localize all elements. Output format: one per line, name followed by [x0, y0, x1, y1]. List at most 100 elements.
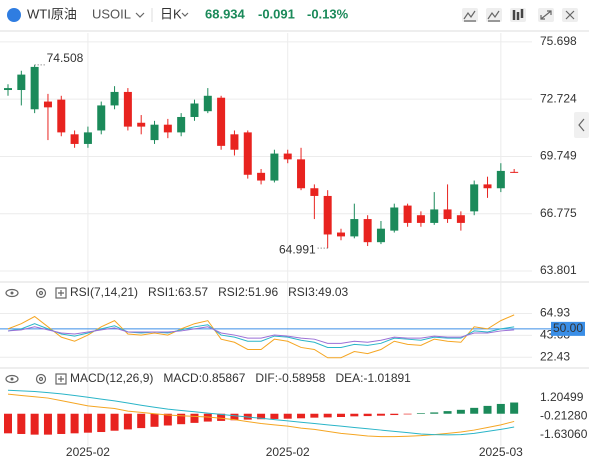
low-label: 64.991: [279, 242, 316, 256]
close-icon: [565, 10, 575, 20]
histogram-bar: [70, 413, 79, 434]
histogram-bar: [203, 413, 212, 422]
histogram-bar: [163, 413, 172, 426]
x-tick-label: 2025-03: [479, 445, 523, 459]
candle-body: [137, 122, 146, 127]
histogram-bar: [283, 413, 292, 419]
candle-body: [83, 132, 92, 144]
y-tick-label: 64.93: [540, 306, 570, 320]
histogram-bar: [470, 407, 479, 414]
candle-body: [337, 232, 345, 237]
candle-body: [350, 219, 359, 237]
y-tick-label: -1.63060: [540, 427, 588, 441]
candle-body: [403, 205, 412, 223]
candle-body: [30, 66, 39, 110]
histogram-bar: [376, 413, 385, 416]
histogram-bar: [230, 413, 239, 421]
macd-icons: [5, 373, 67, 385]
candle-body: [97, 105, 106, 131]
histogram-bar: [510, 402, 519, 414]
histogram-bar: [110, 413, 119, 431]
change: -0.091: [258, 6, 295, 21]
histogram-bar: [190, 413, 199, 423]
legend-entry: RSI3:49.03: [288, 285, 348, 299]
candle-body: [496, 170, 505, 189]
series-line: [7, 314, 515, 359]
series-line: [7, 389, 515, 436]
candle-body: [123, 91, 132, 127]
indicator-icon: [463, 10, 476, 22]
candle-body: [177, 116, 186, 133]
instrument-name: WTI原油: [27, 6, 77, 21]
legend-entry: RSI2:51.96: [218, 285, 278, 299]
side-toggle[interactable]: [574, 112, 589, 138]
histogram-bar: [177, 413, 186, 425]
candle-body: [283, 153, 292, 160]
candle-body: [456, 215, 465, 223]
logo: [7, 8, 21, 22]
reference-label-bg: [551, 321, 585, 336]
candle-body: [70, 134, 79, 144]
candle-body: [510, 171, 519, 173]
candle-body: [110, 91, 119, 106]
y-tick-label: 63.801: [540, 263, 577, 277]
y-tick-label: 66.775: [540, 206, 577, 220]
candle-body: [230, 134, 239, 150]
indicator-title: MACD(12,26,9): [70, 371, 153, 385]
legend-entry: MACD:0.85867: [163, 371, 245, 385]
side-toggle-icon: [578, 118, 585, 132]
y-tick-label: -0.21280: [540, 409, 588, 423]
histogram-bar: [83, 413, 92, 433]
histogram-bar: [43, 413, 52, 435]
high-label: 74.508: [47, 51, 84, 65]
histogram-bar: [297, 413, 306, 419]
histogram-bar: [17, 413, 26, 434]
x-tick-label: 2025-02: [266, 445, 310, 459]
histogram-bar: [416, 413, 425, 414]
y-tick-label: 72.724: [540, 91, 577, 105]
candle-body: [376, 228, 385, 243]
candle-body: [363, 219, 372, 243]
symbol-dropdown[interactable]: [135, 12, 145, 18]
period-dropdown[interactable]: [181, 12, 189, 17]
histogram-bar: [257, 413, 266, 420]
histogram-bar: [123, 413, 132, 430]
indicator-title: RSI(7,14,21): [70, 285, 138, 299]
histogram-bar: [4, 413, 12, 434]
histogram-bar: [443, 411, 452, 414]
histogram-bar: [430, 412, 439, 414]
series-line: [7, 326, 515, 344]
series-line: [7, 393, 515, 438]
candle-body: [483, 184, 492, 189]
histogram-bar: [97, 413, 106, 433]
symbol[interactable]: USOIL: [92, 6, 131, 21]
candle-body: [190, 103, 199, 117]
period[interactable]: 日K: [160, 6, 182, 21]
candle-body: [217, 97, 226, 146]
candle-body: [270, 153, 279, 181]
candle-body: [43, 101, 52, 108]
candle-body: [443, 209, 452, 220]
histogram-bar: [323, 413, 332, 418]
histogram-bar: [310, 413, 319, 418]
legend-entry: DEA:-1.01891: [335, 371, 411, 385]
candle-body: [4, 88, 12, 91]
y-tick-label: 1.20499: [540, 390, 584, 404]
legend-entry: RSI1:63.57: [148, 285, 208, 299]
y-tick-label: 69.749: [540, 149, 577, 163]
candle-icon: [512, 9, 524, 20]
draw-icon: [487, 10, 500, 22]
histogram-bar: [390, 413, 399, 416]
histogram-bar: [30, 413, 39, 435]
histogram-bar: [57, 413, 66, 434]
candle-body: [470, 184, 479, 212]
candle-body: [17, 74, 26, 91]
expand-icon: [540, 10, 552, 20]
candle-body: [416, 215, 425, 223]
histogram-bar: [496, 403, 505, 414]
legend-entry: DIF:-0.58958: [255, 371, 325, 385]
y-tick-label: 22.43: [540, 349, 570, 363]
candle-body: [243, 132, 252, 175]
histogram-bar: [337, 413, 345, 417]
